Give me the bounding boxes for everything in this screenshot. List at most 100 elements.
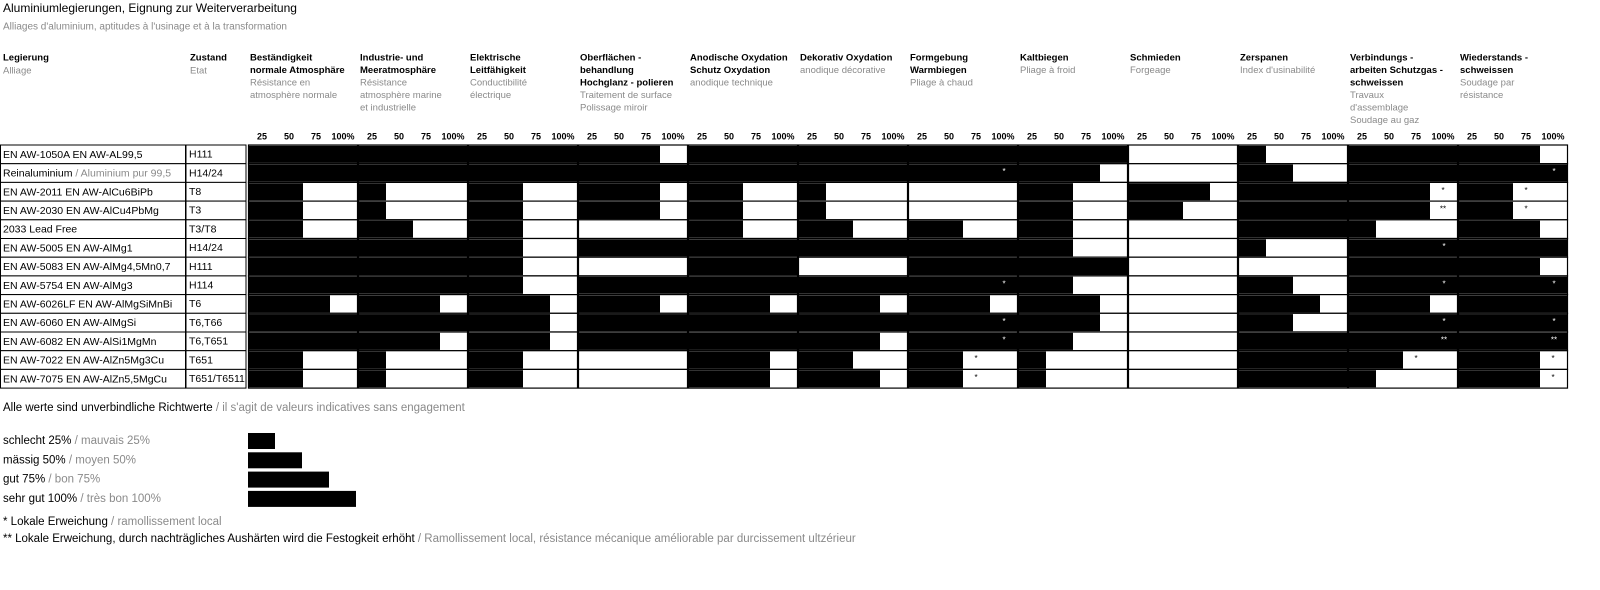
alloy-name: EN AW-5005 EN AW-AlMg1 — [3, 242, 133, 254]
legend-bar — [248, 471, 329, 488]
disclaimer: Alle werte sind unverbindliche Richtwert… — [3, 402, 213, 414]
footnote: * Lokale Erweichung — [3, 516, 108, 528]
bar — [1239, 351, 1347, 369]
column-header: schweissen — [1350, 78, 1404, 89]
bar — [249, 220, 303, 238]
chart-subtitle: Alliages d'aluminium, aptitudes à l'usin… — [3, 22, 287, 33]
column-header: Oberflächen - — [580, 53, 641, 64]
bar — [689, 239, 797, 257]
separator: / — [77, 493, 87, 505]
bar — [1459, 164, 1567, 182]
x-tick-label: 25 — [1247, 131, 1257, 141]
bar — [1239, 201, 1347, 219]
column-header: Meeratmosphäre — [360, 65, 436, 76]
note-mark: * — [974, 373, 977, 382]
bar — [909, 370, 963, 388]
column-header: Warmbiegen — [910, 65, 967, 76]
bar — [689, 351, 770, 369]
legend-entry: mässig 50% / moyen 50% — [3, 454, 136, 466]
bar — [249, 370, 303, 388]
bar — [1019, 295, 1100, 313]
bar — [249, 145, 357, 163]
x-tick-label: 100% — [991, 131, 1014, 141]
note-mark: * — [1414, 354, 1417, 363]
cell — [577, 368, 689, 389]
x-tick-label: 75 — [861, 131, 871, 141]
bar — [909, 314, 1017, 332]
note-mark: * — [1552, 279, 1555, 288]
x-tick-label: 75 — [311, 131, 321, 141]
state-label: T3 — [189, 205, 201, 217]
alloy-label: EN AW-6060 EN AW-AlMgSi — [3, 317, 136, 329]
column-header: Formgebung — [910, 53, 968, 64]
bar — [689, 164, 797, 182]
bar — [359, 314, 467, 332]
state-label: H14/24 — [189, 167, 223, 179]
bar — [1019, 314, 1100, 332]
column-header: Beständigkeit — [250, 53, 313, 64]
bar — [1459, 183, 1513, 201]
bar — [1459, 220, 1540, 238]
bar — [359, 164, 467, 182]
note-mark: * — [1442, 279, 1445, 288]
x-tick-label: 75 — [971, 131, 981, 141]
x-tick-label: 100% — [1541, 131, 1564, 141]
column-header: behandlung — [580, 65, 634, 76]
bar — [689, 314, 797, 332]
x-tick-label: 75 — [1521, 131, 1531, 141]
note-mark: ** — [1440, 205, 1446, 214]
bar — [1349, 220, 1376, 238]
cell — [1127, 163, 1239, 183]
bar — [359, 220, 413, 238]
bar — [249, 332, 357, 350]
bar — [469, 370, 523, 388]
bar — [359, 276, 467, 294]
alloy-name: EN AW-7022 EN AW-AlZn5Mg3Cu — [3, 354, 164, 366]
bar — [1349, 145, 1457, 163]
state-label: T6,T66 — [189, 317, 222, 329]
column-header-fr: d'assemblage — [1350, 103, 1408, 114]
cell — [907, 200, 1019, 221]
bar — [249, 201, 303, 219]
bar — [359, 239, 467, 257]
column-header-fr: Soudage par — [1460, 78, 1514, 89]
column-header: Wiederstands - — [1460, 53, 1528, 64]
cell — [577, 350, 689, 371]
bar — [1019, 183, 1073, 201]
column-header-fr: Forgeage — [1130, 65, 1171, 76]
column-header-fr: électrique — [470, 90, 511, 101]
bar — [1239, 145, 1266, 163]
cell — [1127, 331, 1239, 352]
x-tick-label: 100% — [881, 131, 904, 141]
bar — [909, 295, 990, 313]
bar — [1349, 258, 1457, 276]
separator: / — [71, 435, 81, 447]
column-header: Kaltbiegen — [1020, 53, 1069, 64]
bar — [1129, 201, 1183, 219]
legend-label-fr: moyen 50% — [75, 454, 136, 466]
legend-bar — [248, 452, 302, 469]
x-tick-label: 50 — [284, 131, 294, 141]
column-header-fr: Pliage à chaud — [910, 78, 973, 89]
bar — [469, 351, 523, 369]
bar — [799, 276, 907, 294]
x-tick-label: 25 — [1137, 131, 1147, 141]
bar — [1349, 276, 1457, 294]
x-tick-label: 50 — [1384, 131, 1394, 141]
x-tick-label: 50 — [944, 131, 954, 141]
bar — [1349, 351, 1403, 369]
x-tick-label: 100% — [551, 131, 574, 141]
bar — [909, 332, 1017, 350]
bar — [359, 295, 440, 313]
disclaimer-fr: il s'agit de valeurs indicatives sans en… — [222, 402, 465, 414]
bar — [1349, 183, 1430, 201]
note-mark: ** — [1441, 335, 1447, 344]
x-tick-label: 25 — [1467, 131, 1477, 141]
bar — [689, 183, 743, 201]
legend-label: mässig 50% — [3, 454, 66, 466]
bar — [249, 295, 330, 313]
legend-label: schlecht 25% — [3, 435, 71, 447]
x-tick-label: 100% — [1211, 131, 1234, 141]
alloy-name: EN AW-7075 EN AW-AlZn5,5MgCu — [3, 373, 167, 385]
